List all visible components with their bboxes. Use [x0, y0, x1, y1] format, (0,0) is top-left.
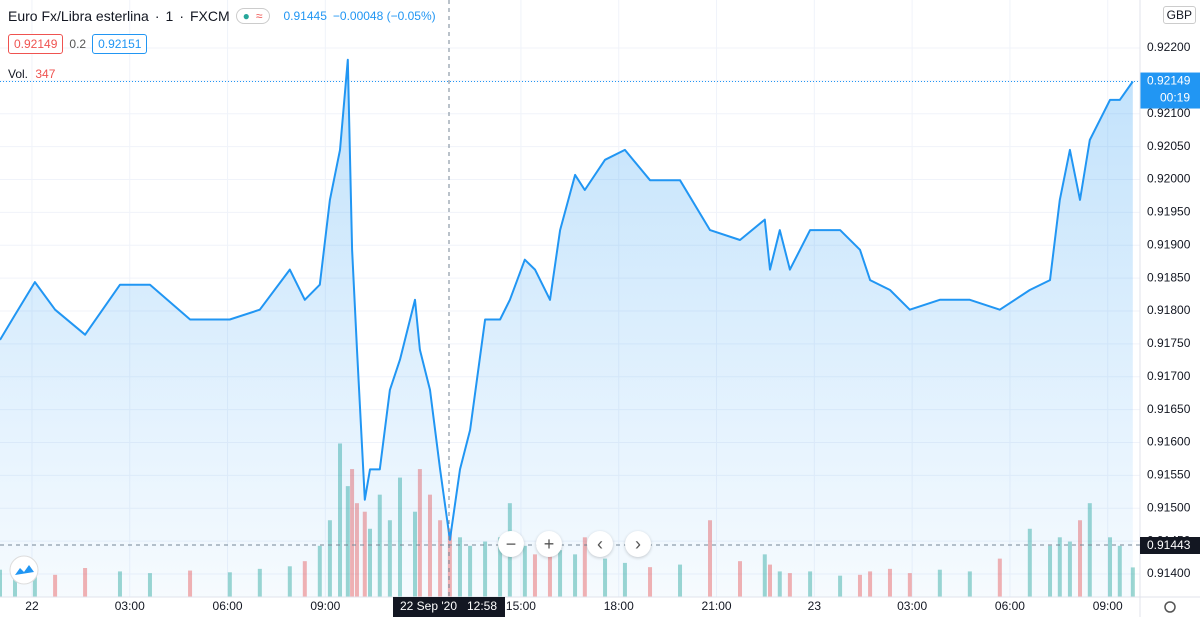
y-tick-label: 0.91750 — [1147, 336, 1191, 350]
volume-bar — [1130, 567, 1135, 597]
x-tick-label: 06:00 — [213, 599, 243, 613]
change: −0.00048 (−0.05%) — [332, 9, 436, 23]
last-price-tag — [1140, 72, 1200, 109]
logo-icon — [15, 565, 34, 575]
scroll-left[interactable]: ‹ — [587, 531, 613, 557]
crosshair-price: 0.91443 — [1147, 538, 1191, 552]
last: 0.91445 — [283, 9, 327, 23]
quote: 0.92149 0.2 0.92151 — [8, 34, 148, 54]
y-tick-label: 0.91500 — [1147, 500, 1191, 514]
sep: · — [154, 8, 160, 24]
y-tick-label: 0.91600 — [1147, 435, 1191, 449]
symbol: Euro Fx/Libra esterlina — [8, 8, 149, 24]
x-tick-label: 22 — [25, 599, 39, 613]
last-price: 0.92149 — [1147, 74, 1191, 88]
volume-label: Vol. — [8, 67, 29, 81]
price-line — [0, 58, 1134, 541]
exchange: FXCM — [189, 8, 230, 24]
x-tick-label: 06:00 — [995, 599, 1025, 613]
x-tick-label: 23 — [808, 599, 822, 613]
volume-legend: Vol. 347 — [8, 67, 55, 81]
bid[interactable]: 0.92149 — [8, 34, 64, 54]
area-fill — [0, 59, 1133, 598]
volume-value: 347 — [35, 67, 56, 81]
y-tick-label: 0.91550 — [1147, 468, 1191, 482]
y-tick-label: 0.91950 — [1147, 205, 1191, 219]
y-tick-label: 0.92100 — [1147, 106, 1191, 120]
scroll-right[interactable]: › — [625, 531, 651, 557]
y-tick-label: 0.91900 — [1147, 237, 1191, 251]
y-tick-label: 0.91650 — [1147, 402, 1191, 416]
x-tick-label: 09:00 — [1093, 599, 1123, 613]
sep: · — [179, 8, 184, 24]
currency[interactable]: GBP — [1162, 6, 1196, 24]
logo[interactable] — [9, 555, 39, 585]
y-tick-label: 0.91400 — [1147, 566, 1191, 580]
x-tick-label: 18:00 — [604, 599, 634, 613]
ask[interactable]: 0.92151 — [92, 34, 148, 54]
x-tick-label: 15:00 — [506, 599, 536, 613]
status-pill[interactable]: ● ≈ — [235, 8, 270, 24]
crosshair-date: 22 Sep '20 — [400, 599, 457, 613]
x-tick-label: 03:00 — [897, 599, 927, 613]
zoom-out[interactable]: − — [498, 531, 524, 557]
zoom-in[interactable]: + — [536, 531, 562, 557]
y-tick-label: 0.92200 — [1147, 40, 1191, 54]
countdown: 00:19 — [1160, 91, 1190, 105]
y-tick-label: 0.92050 — [1147, 139, 1191, 153]
crosshair-price-tag — [1140, 537, 1200, 554]
spread: 0.2 — [69, 37, 87, 51]
crosshair-time: 12:58 — [467, 599, 497, 613]
y-tick-label: 0.92000 — [1147, 172, 1191, 186]
y-tick-label: 0.91800 — [1147, 303, 1191, 317]
settings-icon[interactable] — [1164, 601, 1176, 613]
interval: 1 — [165, 8, 174, 24]
x-tick-label: 03:00 — [115, 599, 145, 613]
crosshair-time-tag — [393, 597, 505, 617]
x-tick-label: 09:00 — [310, 599, 340, 613]
y-tick-label: 0.91850 — [1147, 270, 1191, 284]
header: Euro Fx/Libra esterlina · 1 · FXCM ● ≈ 0.91… — [8, 8, 436, 24]
x-tick-label: 21:00 — [702, 599, 732, 613]
y-tick-label: 0.91700 — [1147, 369, 1191, 383]
